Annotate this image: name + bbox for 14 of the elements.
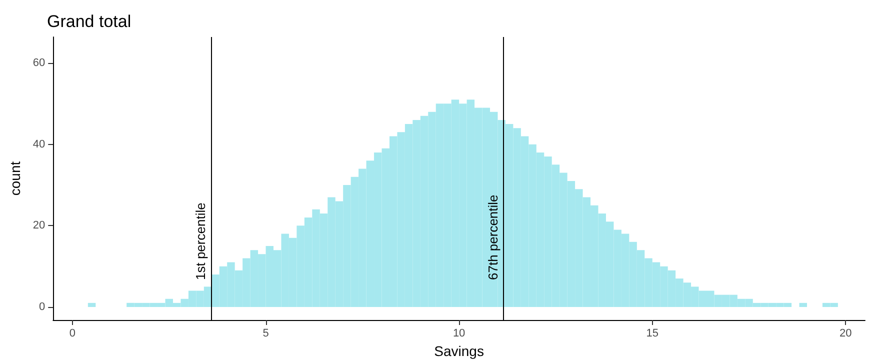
x-tick-label: 20 (840, 328, 852, 340)
x-tick-label: 10 (452, 328, 466, 340)
y-tick-label: 20 (32, 220, 46, 232)
ref-line-label: 67th percentile (486, 194, 501, 280)
y-tick-label: 60 (32, 57, 46, 70)
x-tick-label: 15 (646, 328, 658, 340)
y-tick-label: 0 (39, 300, 46, 313)
ref-line-label: 1st percentile (192, 202, 208, 280)
y-tick-label: 40 (32, 138, 46, 150)
y-axis-title: count (7, 161, 23, 196)
x-tick-label: 5 (262, 328, 269, 340)
x-axis-title: Savings (434, 342, 484, 359)
x-tick-label: 0 (69, 328, 76, 340)
chart-title: Grand total (47, 12, 132, 31)
